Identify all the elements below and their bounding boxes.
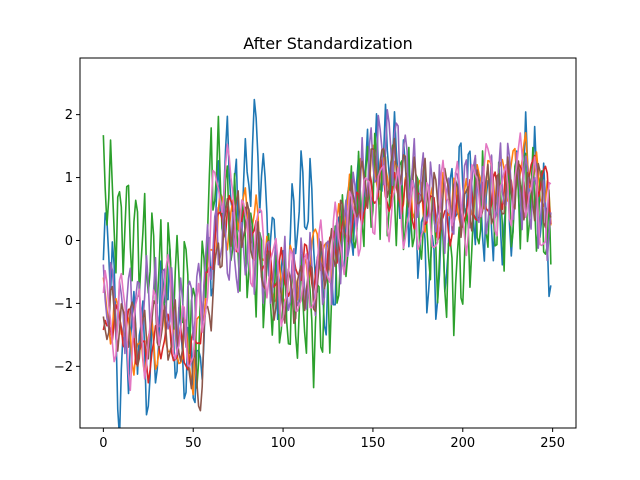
y-tick-label: 2: [65, 108, 73, 123]
x-tick-label: 150: [361, 436, 386, 451]
series-layer: [102, 98, 552, 428]
x-tick-label: 250: [540, 436, 565, 451]
plot-frame: [79, 57, 577, 429]
x-tick-label: 200: [450, 436, 475, 451]
y-tick-label: −2: [54, 360, 73, 375]
x-tick-label: 100: [271, 436, 296, 451]
x-tick-label: 50: [185, 436, 202, 451]
y-tick-label: 1: [65, 171, 73, 186]
chart-title: After Standardization: [243, 34, 413, 53]
y-tick-label: 0: [65, 234, 73, 249]
y-tick-label: −1: [54, 297, 73, 312]
series-line-5: [102, 109, 552, 356]
x-tick-label: 0: [99, 436, 107, 451]
series-line-7: [102, 132, 552, 392]
axes-layer: 0 50 100 150 200 250 −2 −1 0 1 2: [54, 108, 565, 451]
